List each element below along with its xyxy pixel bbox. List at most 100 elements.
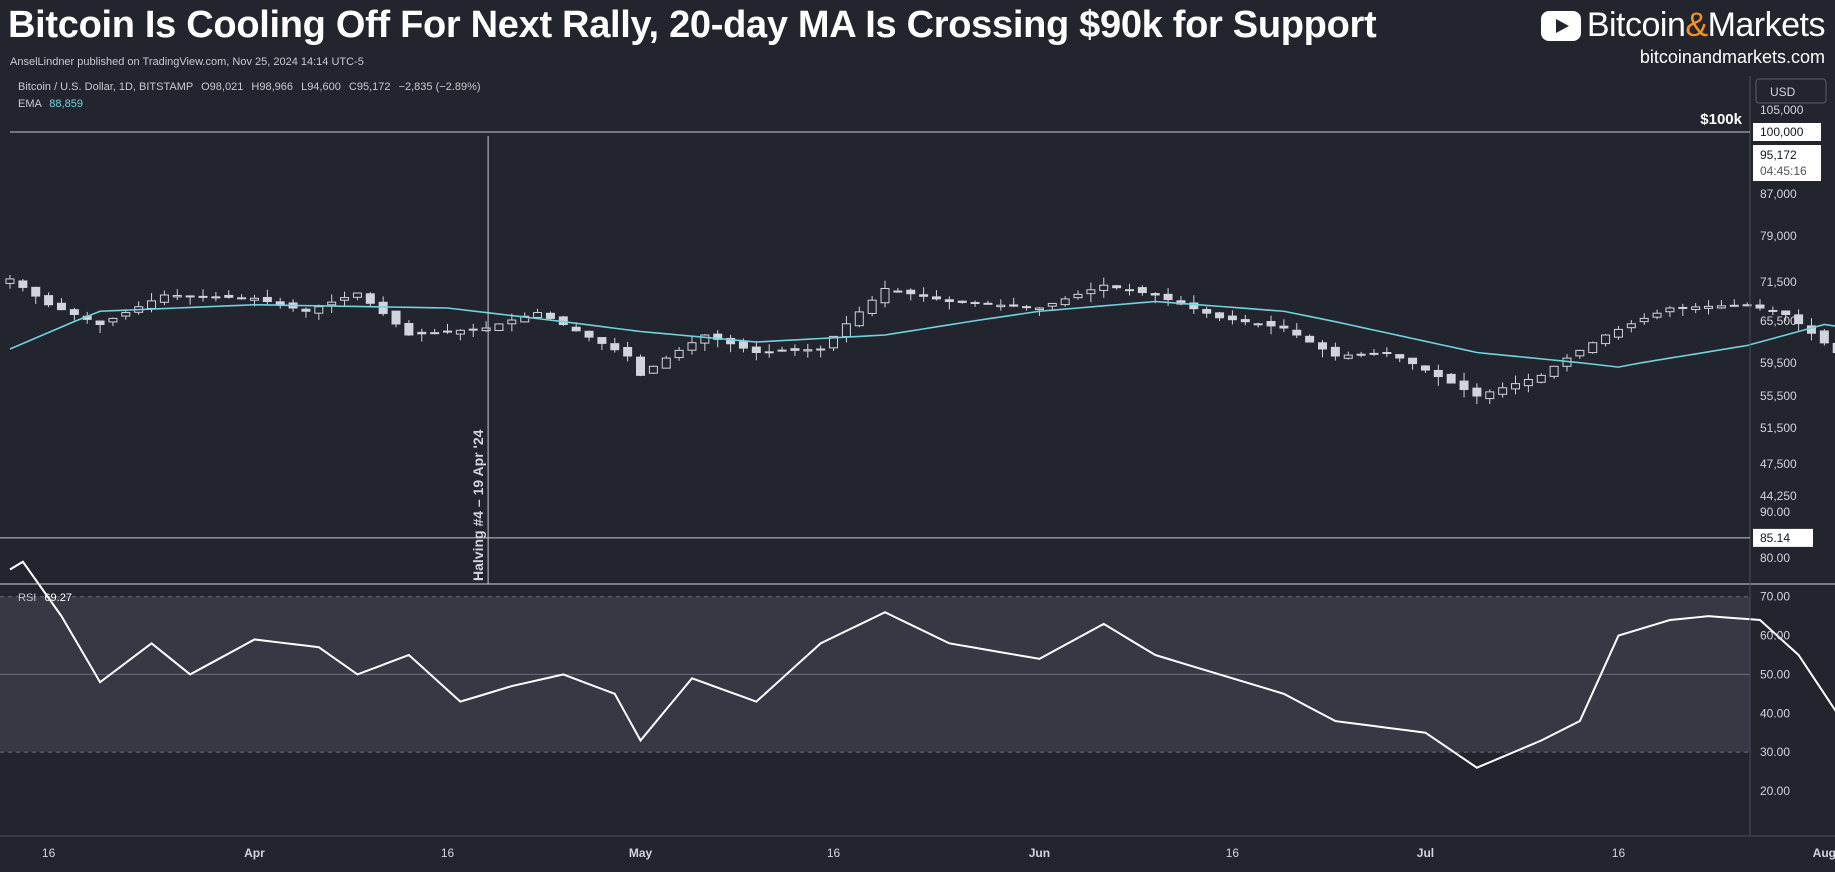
candle	[1511, 383, 1521, 390]
candle	[1150, 293, 1160, 296]
ema-line[interactable]	[9, 185, 1835, 375]
candle	[931, 296, 941, 300]
rsi-legend[interactable]: RSI 69.27	[18, 592, 72, 604]
ema-legend[interactable]: EMA 88,859	[18, 98, 83, 110]
candle	[1420, 365, 1430, 371]
candle	[430, 332, 440, 335]
candle	[648, 365, 658, 374]
candle	[352, 292, 362, 298]
candle	[726, 337, 736, 345]
rsi-tick-label: 70.00	[1760, 590, 1790, 604]
100k-level-label: $100k	[1700, 111, 1742, 128]
candle	[1549, 365, 1559, 377]
candle	[198, 295, 208, 298]
candle	[237, 297, 247, 300]
candle	[1112, 285, 1122, 289]
rsi-tick-label: 30.00	[1760, 745, 1790, 759]
candle	[533, 312, 543, 318]
last-price-tag	[1753, 145, 1821, 182]
candle	[661, 357, 671, 369]
candle	[571, 326, 581, 332]
rsi-line[interactable]	[9, 538, 1835, 769]
candle	[108, 317, 118, 323]
symbol-legend[interactable]: Bitcoin / U.S. Dollar, 1D, BITSTAMP O98,…	[18, 81, 481, 93]
time-tick-label: 16	[42, 846, 56, 860]
candle	[1536, 374, 1546, 383]
candle	[1124, 289, 1134, 292]
candle	[1330, 346, 1340, 357]
candle	[545, 312, 555, 319]
candle	[1742, 304, 1752, 307]
rsi-tick-label: 90.00	[1760, 505, 1790, 519]
candle	[1086, 289, 1096, 295]
price-tick-label: 87,000	[1760, 187, 1797, 201]
candle	[610, 343, 620, 351]
candle	[1047, 302, 1057, 307]
candle	[56, 302, 66, 311]
candle	[262, 296, 272, 303]
rsi-tick-label: 60.00	[1760, 629, 1790, 643]
candle	[1253, 323, 1263, 326]
candle	[738, 341, 748, 349]
candle	[275, 301, 285, 306]
candle	[829, 335, 839, 349]
candle	[1716, 305, 1726, 309]
candle	[481, 327, 491, 332]
candle	[751, 346, 761, 353]
candle	[687, 342, 697, 351]
currency-label: USD	[1770, 85, 1796, 99]
candle	[983, 302, 993, 305]
candle	[1215, 312, 1225, 319]
candle	[378, 301, 388, 315]
candle	[468, 328, 478, 331]
candle	[224, 294, 234, 298]
candle	[1588, 342, 1598, 354]
candle	[147, 300, 157, 309]
candle	[1227, 315, 1237, 321]
candle	[1318, 342, 1327, 350]
candle	[1279, 325, 1289, 329]
candle	[391, 310, 401, 325]
candle	[1575, 349, 1585, 357]
candle	[1678, 306, 1688, 309]
candle	[159, 294, 169, 303]
candle	[1794, 314, 1804, 325]
candle	[777, 349, 787, 352]
candle	[1266, 320, 1276, 327]
candle	[1729, 304, 1739, 307]
candle	[404, 323, 414, 336]
header: Bitcoin Is Cooling Off For Next Rally, 2…	[0, 0, 1835, 76]
candle	[1781, 310, 1791, 315]
candle	[1704, 305, 1714, 309]
candle	[764, 351, 774, 354]
candle	[365, 293, 375, 304]
candle	[44, 295, 54, 306]
candle	[1691, 306, 1701, 311]
candle	[301, 308, 311, 312]
candle	[584, 330, 594, 338]
candle	[494, 323, 504, 332]
brand-logo: Bitcoin&Markets bitcoinandmarkets.com	[1540, 6, 1826, 68]
price-pane[interactable]	[0, 76, 1750, 584]
candle	[1639, 317, 1649, 323]
candle	[700, 334, 710, 344]
candle	[1446, 373, 1456, 384]
candle	[1601, 334, 1611, 345]
time-tick-label: Jun	[1029, 846, 1050, 860]
time-tick-label: Jul	[1417, 846, 1434, 860]
candle	[636, 356, 646, 376]
time-tick-label: 16	[1612, 846, 1626, 860]
candle	[1240, 319, 1250, 323]
candle	[314, 306, 324, 314]
currency-button[interactable]	[1755, 78, 1827, 104]
candle	[970, 302, 980, 305]
candle	[1665, 307, 1675, 313]
candle	[1755, 304, 1765, 309]
candle	[31, 286, 41, 297]
candle	[1408, 357, 1418, 365]
candle	[1137, 287, 1147, 294]
candle	[1343, 354, 1353, 359]
candle	[1832, 342, 1835, 353]
trading-chart[interactable]: 105,000 87,000 79,000 71,500 65,500 59,500 55,…	[0, 76, 1835, 872]
candle	[1626, 323, 1636, 329]
